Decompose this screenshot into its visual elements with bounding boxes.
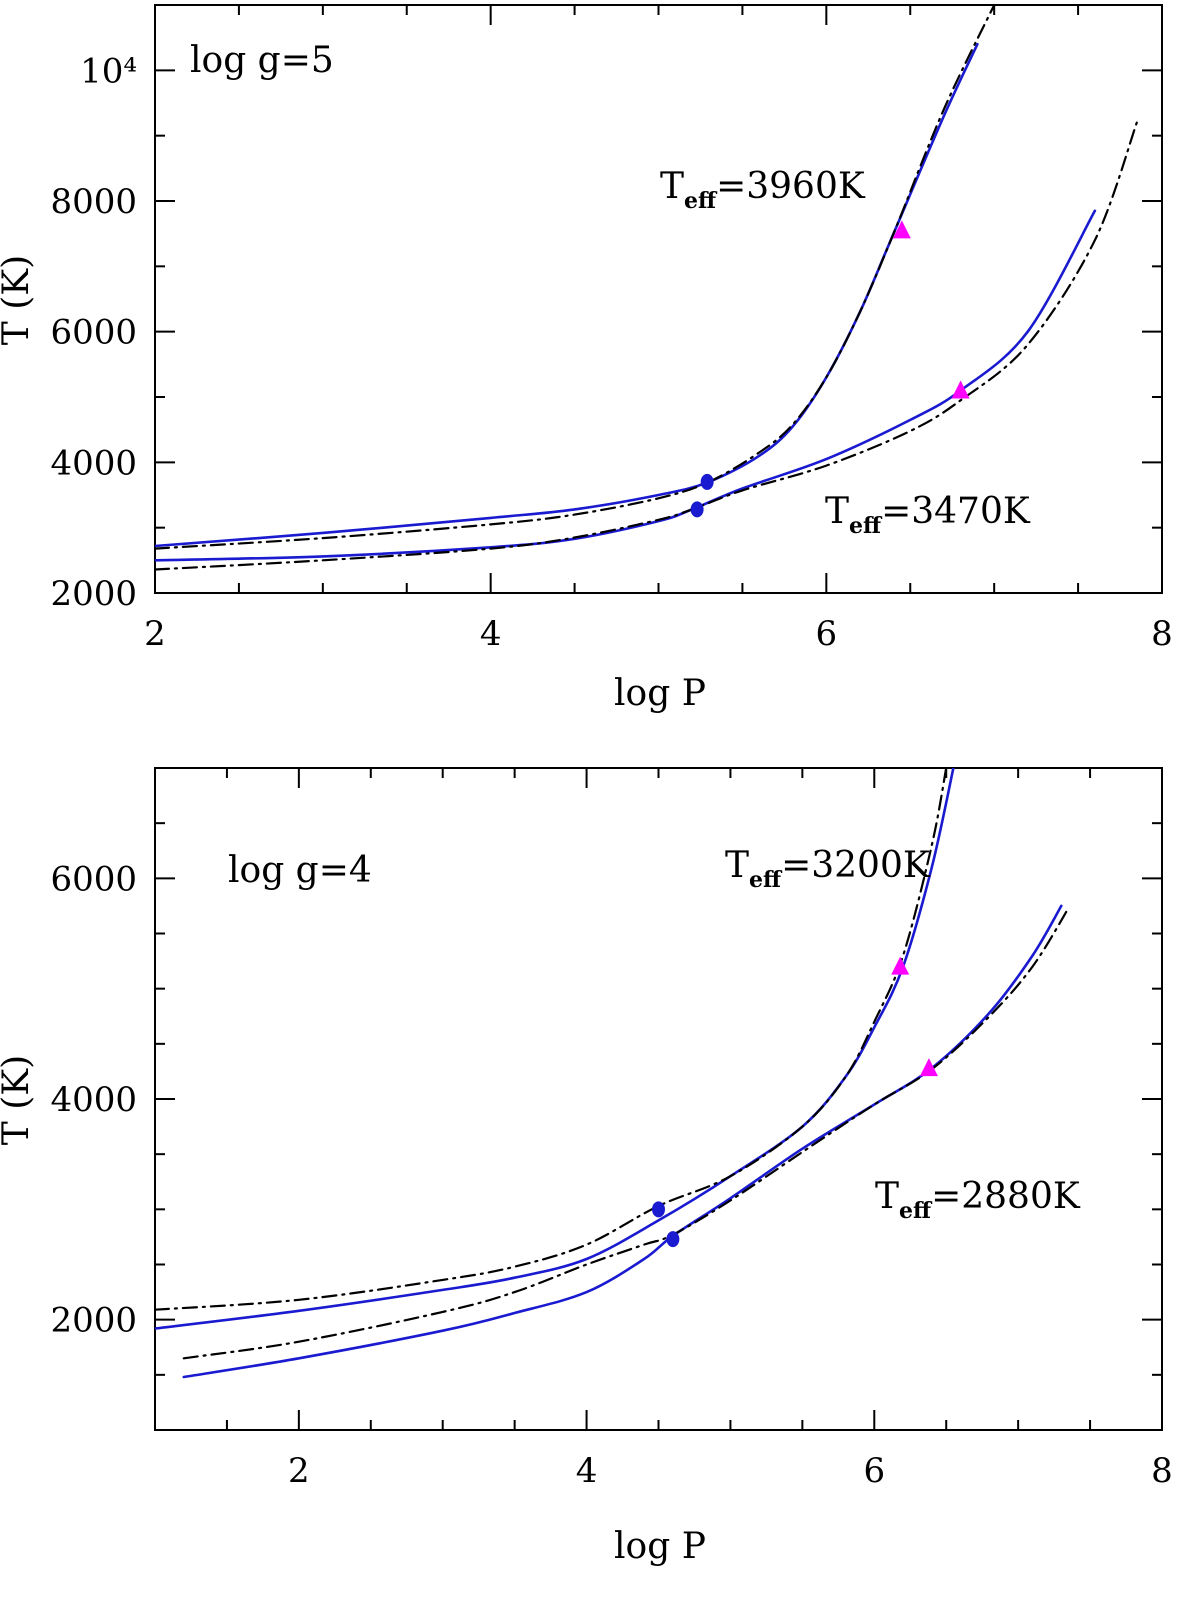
series-line-blue xyxy=(155,768,955,1330)
triangle-marker xyxy=(919,1058,938,1077)
circle-marker xyxy=(666,1231,680,1248)
triangle-marker xyxy=(951,380,970,399)
teff-value: =3200K xyxy=(781,845,931,886)
teff-symbol: T xyxy=(660,166,684,207)
tick-marks xyxy=(155,768,1163,1430)
x-tick-label: 8 xyxy=(1151,614,1173,654)
circle-marker xyxy=(652,1201,665,1218)
teff-annotation: Teff=3200K xyxy=(725,845,931,893)
x-tick-label: 8 xyxy=(1151,1451,1173,1491)
circle-marker xyxy=(690,501,704,518)
y-tick-label: 8000 xyxy=(50,182,137,222)
teff-value: =3470K xyxy=(881,491,1031,532)
y-axis-label: T (K) xyxy=(0,255,37,345)
y-tick-label: 4000 xyxy=(50,1080,137,1120)
x-tick-label: 6 xyxy=(863,1451,885,1491)
series-line-dashdot xyxy=(155,121,1138,571)
circle-marker xyxy=(700,473,714,490)
triangle-marker xyxy=(891,956,910,975)
teff-annotation: Teff=2880K xyxy=(875,1176,1081,1224)
teff-value: =2880K xyxy=(931,1176,1081,1217)
series-line-dashdot xyxy=(155,5,996,550)
tick-marks xyxy=(154,5,1163,594)
triangle-marker xyxy=(892,220,911,239)
teff-subscript: eff xyxy=(749,867,783,893)
x-axis-label: log P xyxy=(614,673,706,714)
gravity-annotation: log g=5 xyxy=(190,40,334,81)
x-axis-label: log P xyxy=(614,1526,706,1567)
x-tick-label: 6 xyxy=(816,614,838,654)
series-line-dashdot xyxy=(182,907,1070,1360)
x-tick-label: 2 xyxy=(288,1451,310,1491)
y-tick-label: 6000 xyxy=(50,313,137,353)
teff-annotation: Teff=3960K xyxy=(660,166,866,214)
panel-log-g-5: 2 4 6 8 2000 4000 6000 8000 10⁴ log P T (K) log g=5… xyxy=(0,4,1173,714)
y-tick-label: 2000 xyxy=(50,574,137,614)
teff-symbol: T xyxy=(725,845,749,886)
teff-annotation: Teff=3470K xyxy=(825,491,1031,539)
y-tick-label: 10⁴ xyxy=(80,51,137,91)
series-line-dashdot xyxy=(155,768,948,1311)
y-tick-label: 6000 xyxy=(50,859,137,899)
plot-area xyxy=(155,5,1138,571)
gravity-annotation: log g=4 xyxy=(228,850,372,891)
series-line-blue xyxy=(155,42,979,548)
x-tick-label: 4 xyxy=(480,614,502,654)
y-tick-label: 4000 xyxy=(50,443,137,483)
plot-area xyxy=(155,768,1070,1379)
teff-subscript: eff xyxy=(899,1198,933,1224)
teff-symbol: T xyxy=(825,491,849,532)
teff-subscript: eff xyxy=(684,188,718,214)
teff-symbol: T xyxy=(875,1176,899,1217)
teff-subscript: eff xyxy=(849,513,883,539)
series-line-blue xyxy=(182,904,1063,1379)
y-axis-label: T (K) xyxy=(0,1055,37,1145)
x-tick-label: 2 xyxy=(144,614,166,654)
x-tick-label: 4 xyxy=(576,1451,598,1491)
teff-value: =3960K xyxy=(716,166,866,207)
y-tick-label: 2000 xyxy=(50,1301,137,1341)
